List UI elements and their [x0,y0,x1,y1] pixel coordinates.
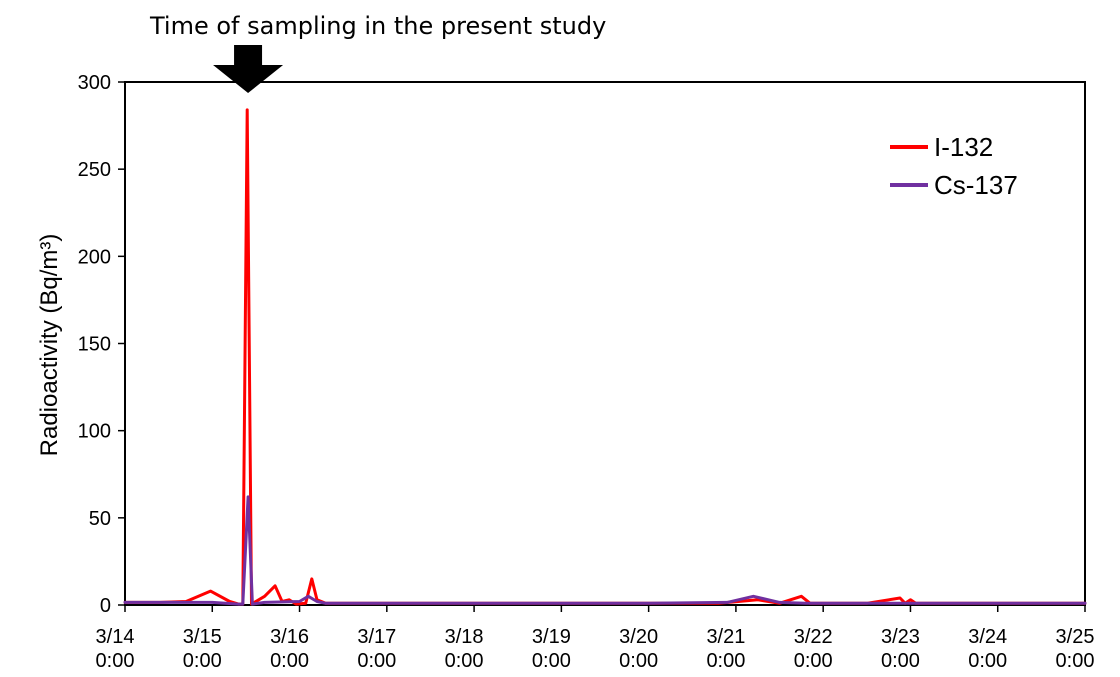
x-tick-label: 0:00 [968,650,1007,672]
x-tick-label: 0:00 [445,650,484,672]
y-tick-label: 250 [78,159,111,181]
x-tick-label: 3/17 [357,626,396,648]
arrow-head [213,65,284,93]
x-tick-label: 0:00 [706,650,745,672]
x-tick-label: 0:00 [881,650,920,672]
x-tick-label: 3/21 [706,626,745,648]
arrow-shaft [234,45,263,65]
x-tick-label: 3/19 [532,626,571,648]
legend-swatch-i132 [890,145,928,149]
sampling-annotation: Time of sampling in the present study [150,12,607,40]
plot-area: 0501001502002503003/140:003/150:003/160:… [78,45,1095,672]
x-tick-label: 0:00 [183,650,222,672]
legend-item: I-132 [890,128,1018,166]
legend-label: Cs-137 [934,169,1018,200]
y-tick-label: 150 [78,334,111,356]
legend-label: I-132 [934,131,994,162]
x-tick-label: 3/25 [1056,626,1095,648]
y-tick-label: 100 [78,421,111,443]
y-tick-label: 0 [100,595,111,617]
y-tick-label: 200 [78,246,111,268]
x-tick-label: 0:00 [619,650,658,672]
x-tick-label: 3/15 [183,626,222,648]
x-tick-label: 0:00 [794,650,833,672]
x-tick-label: 0:00 [96,650,135,672]
x-tick-label: 3/16 [270,626,309,648]
x-tick-label: 0:00 [357,650,396,672]
x-tick-label: 0:00 [1056,650,1095,672]
y-tick-label: 50 [89,508,111,530]
x-tick-label: 3/20 [619,626,658,648]
x-tick-label: 3/14 [96,626,135,648]
x-tick-label: 0:00 [532,650,571,672]
x-tick-label: 3/18 [445,626,484,648]
x-tick-label: 3/24 [968,626,1007,648]
y-axis-label: Radioactivity (Bq/m³) [36,233,63,457]
x-tick-label: 3/23 [881,626,920,648]
series-line-cs-137 [123,495,1087,606]
legend-swatch-cs137 [890,183,928,187]
y-tick-label: 300 [78,72,111,94]
legend-item: Cs-137 [890,166,1018,204]
legend: I-132 Cs-137 [890,128,1018,204]
x-tick-label: 0:00 [270,650,309,672]
x-tick-label: 3/22 [794,626,833,648]
